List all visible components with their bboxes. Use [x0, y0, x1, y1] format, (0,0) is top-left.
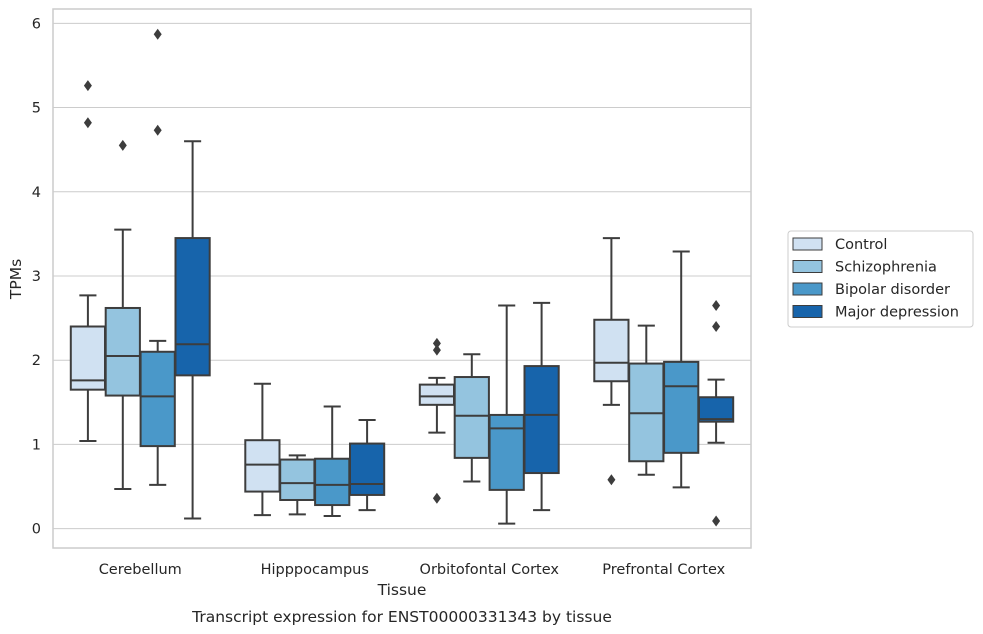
- box-iqr: [523, 365, 560, 475]
- x-tick-label: Cerebellum: [99, 562, 182, 578]
- plot-frame: [52, 8, 752, 549]
- outlier-point: [118, 139, 127, 151]
- legend-entry: Bipolar disorder: [835, 282, 950, 298]
- box-iqr: [348, 442, 386, 496]
- y-tick-label: 4: [32, 185, 41, 201]
- box-0-2: [139, 28, 176, 486]
- box-iqr: [244, 439, 281, 493]
- box-iqr: [174, 237, 211, 377]
- outlier-point: [432, 344, 441, 356]
- box-iqr: [279, 458, 316, 501]
- outlier-point: [432, 337, 441, 349]
- box-iqr: [139, 350, 176, 448]
- box-1-3: [348, 418, 386, 512]
- legend-swatch: [792, 282, 823, 296]
- x-axis-ticks: Cerebellum Hipppocampus Orbitofontal Corte…: [99, 562, 726, 578]
- box-iqr: [104, 306, 141, 397]
- legend-entry: Major depression: [835, 305, 959, 321]
- x-tick-label: Orbitofontal Cortex: [420, 562, 560, 578]
- box-0-3: [174, 140, 211, 520]
- x-axis-label: Tissue: [377, 581, 427, 599]
- outlier-point: [83, 117, 92, 129]
- box-1-1: [279, 454, 316, 516]
- x-tick-label: Prefrontal Cortex: [602, 562, 725, 578]
- box-1-2: [314, 405, 351, 517]
- plot-area: [69, 28, 735, 527]
- y-tick-label: 0: [32, 522, 41, 538]
- box-2-1: [453, 353, 490, 483]
- box-2-0: [418, 337, 456, 504]
- box-2-3: [523, 301, 560, 512]
- box-3-1: [628, 324, 665, 476]
- x-tick-label: Hipppocampus: [261, 562, 369, 578]
- outlier-point: [712, 299, 721, 311]
- box-iqr: [418, 383, 456, 406]
- legend-swatch: [792, 260, 823, 273]
- box-3-2: [663, 250, 700, 489]
- box-iqr: [663, 360, 700, 454]
- y-tick-label: 3: [32, 269, 41, 285]
- outlier-point: [153, 124, 162, 136]
- box-iqr: [697, 396, 735, 423]
- y-tick-label: 1: [32, 437, 41, 453]
- legend-entry: Schizophrenia: [835, 260, 937, 276]
- box-1-0: [244, 382, 281, 517]
- legend-swatch: [792, 305, 823, 318]
- box-3-0: [593, 237, 630, 486]
- y-tick-label: 2: [32, 353, 41, 369]
- y-axis-ticks: 0 1 2 3 4 5 6: [32, 16, 41, 537]
- legend: Control Schizophrenia Bipolar disorder Majo…: [787, 230, 974, 328]
- y-axis-label: TPMs: [7, 259, 25, 300]
- outlier-point: [83, 80, 92, 92]
- outlier-point: [153, 28, 162, 40]
- chart-caption: Transcript expression for ENST0000033134…: [191, 608, 612, 626]
- outlier-point: [607, 474, 616, 486]
- box-iqr: [488, 413, 525, 491]
- y-tick-label: 5: [32, 101, 41, 117]
- legend-entry: Control: [835, 237, 887, 253]
- legend-swatch: [792, 237, 823, 251]
- box-iqr: [453, 376, 490, 459]
- box-iqr: [593, 318, 630, 383]
- box-3-3: [697, 299, 735, 527]
- outlier-point: [432, 492, 441, 504]
- box-0-1: [104, 139, 141, 491]
- y-tick-label: 6: [32, 16, 41, 32]
- outlier-point: [712, 321, 721, 333]
- box-0-0: [69, 80, 107, 443]
- legend-frame: [787, 230, 974, 328]
- box-iqr: [69, 325, 107, 391]
- box-2-2: [488, 304, 525, 525]
- box-iqr: [314, 457, 351, 507]
- outlier-point: [712, 515, 721, 527]
